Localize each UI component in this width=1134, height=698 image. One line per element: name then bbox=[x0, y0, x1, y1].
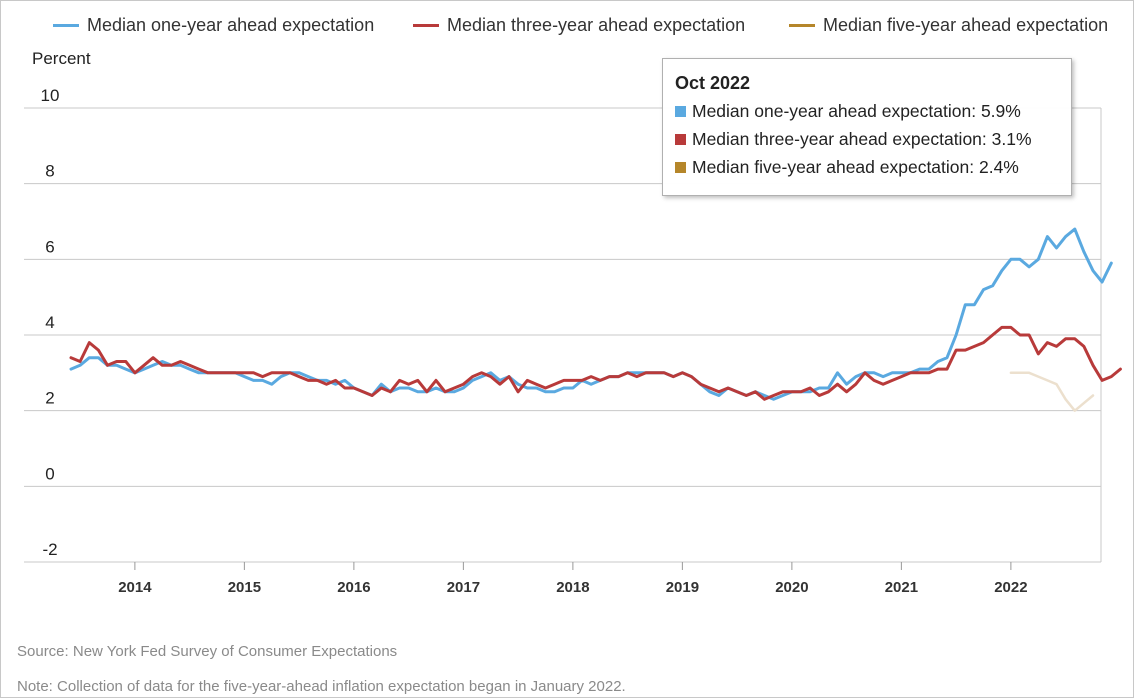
x-tick-label: 2018 bbox=[556, 579, 589, 596]
legend-label-one-year: Median one-year ahead expectation bbox=[87, 15, 375, 35]
x-tick-label: 2016 bbox=[337, 579, 370, 596]
x-tick-label: 2022 bbox=[994, 579, 1027, 596]
series-line-five-year bbox=[1009, 371, 1095, 412]
tooltip-swatch-one-year bbox=[675, 106, 686, 117]
legend-label-three-year: Median three-year ahead expectation bbox=[447, 15, 746, 35]
series-line-one-year bbox=[69, 227, 1113, 401]
tooltip-value-one-year: Median one-year ahead expectation: 5.9% bbox=[692, 101, 1021, 121]
legend-line-one-year bbox=[53, 24, 79, 27]
y-tick-label: 10 bbox=[41, 86, 60, 105]
y-axis-unit-label: Percent bbox=[32, 49, 91, 68]
y-tick-label: 8 bbox=[45, 162, 54, 181]
footnote: Note: Collection of data for the five-ye… bbox=[17, 678, 626, 695]
y-tick-label: 4 bbox=[45, 313, 54, 332]
series-line-three-year bbox=[69, 325, 1122, 401]
legend-item-three-year[interactable]: Median three-year ahead expectation bbox=[413, 15, 745, 36]
y-tick-label: 0 bbox=[45, 464, 54, 483]
tooltip-swatch-three-year bbox=[675, 134, 686, 145]
legend-line-five-year bbox=[789, 24, 815, 27]
x-tick-label: 2019 bbox=[666, 579, 699, 596]
tooltip-row-five-year: Median five-year ahead expectation: 2.4% bbox=[675, 157, 1019, 178]
x-tick-label: 2020 bbox=[775, 579, 808, 596]
x-tick-label: 2015 bbox=[228, 579, 261, 596]
y-tick-label: 6 bbox=[45, 237, 54, 256]
legend-item-five-year[interactable]: Median five-year ahead expectation bbox=[789, 15, 1108, 36]
x-tick-label: 2017 bbox=[447, 579, 480, 596]
chart-legend: Median one-year ahead expectation Median… bbox=[1, 11, 1133, 41]
tooltip-value-five-year: Median five-year ahead expectation: 2.4% bbox=[692, 157, 1019, 177]
x-tick-label: 2014 bbox=[118, 579, 152, 596]
x-tick-label: 2021 bbox=[885, 579, 918, 596]
tooltip-value-three-year: Median three-year ahead expectation: 3.1… bbox=[692, 129, 1032, 149]
tooltip-swatch-five-year bbox=[675, 162, 686, 173]
tooltip-row-one-year: Median one-year ahead expectation: 5.9% bbox=[675, 101, 1021, 122]
tooltip-row-three-year: Median three-year ahead expectation: 3.1… bbox=[675, 129, 1032, 150]
y-tick-label: -2 bbox=[42, 540, 57, 559]
source-note: Source: New York Fed Survey of Consumer … bbox=[17, 643, 398, 660]
legend-line-three-year bbox=[413, 24, 439, 27]
legend-label-five-year: Median five-year ahead expectation bbox=[823, 15, 1109, 35]
hover-tooltip: Oct 2022 Median one-year ahead expectati… bbox=[662, 58, 1072, 196]
tooltip-title: Oct 2022 bbox=[675, 73, 751, 93]
y-tick-label: 2 bbox=[45, 389, 54, 408]
legend-item-one-year[interactable]: Median one-year ahead expectation bbox=[53, 15, 374, 36]
